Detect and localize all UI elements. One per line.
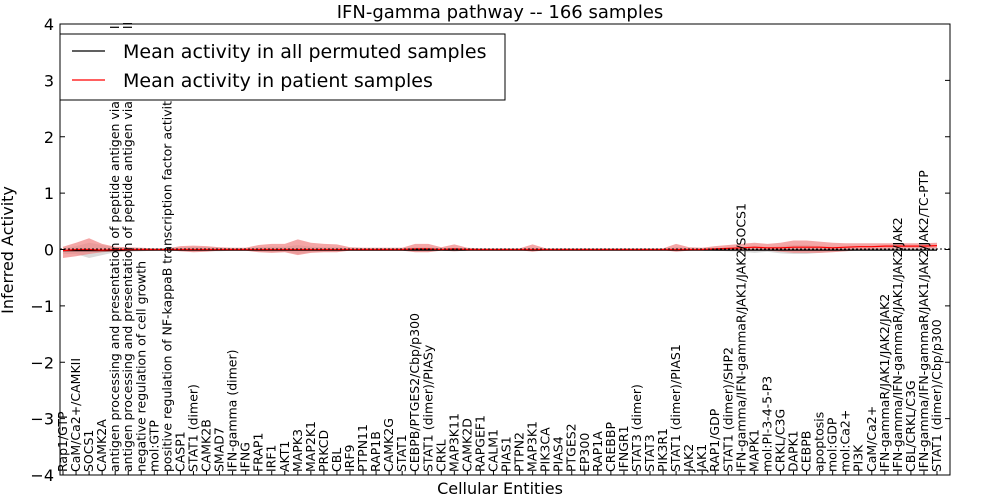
x-category-label: PTGES2 xyxy=(564,423,579,472)
y-tick-label: 3 xyxy=(44,71,54,90)
legend: Mean activity in all permuted samples Me… xyxy=(59,33,506,101)
x-category-label: PTPN2 xyxy=(512,432,527,472)
x-category-label: PIK3CA xyxy=(538,427,553,472)
x-category-label: CREBBP xyxy=(603,422,618,472)
series-line-permuted xyxy=(63,249,937,252)
x-category-label: IFN-gammaR/JAK1/JAK2/JAK2 xyxy=(877,294,892,472)
x-category-label: PTPN11 xyxy=(355,424,370,472)
x-category-label: DAPK1 xyxy=(786,430,801,472)
x-category-label: IFN-gamma/IFN-gammaR/JAK1/JAK2/JAK2/TC-P… xyxy=(916,170,931,472)
x-category-label: FRAP1 xyxy=(251,433,266,472)
x-category-label: CBL xyxy=(329,448,344,472)
x-category-label: mol:GDP xyxy=(825,417,840,472)
x-category-label: PIAS4 xyxy=(551,436,566,472)
x-category-label: RAP1/GDP xyxy=(707,408,722,472)
x-category-label: MAPK1 xyxy=(746,429,761,472)
x-category-label: PRKCD xyxy=(316,430,331,472)
x-category-label: STAT1 (dimer)/Cbp/p300 xyxy=(929,319,944,472)
x-category-label: SOCS1 xyxy=(81,430,96,472)
x-category-label: JAK1 xyxy=(694,444,709,473)
x-category-label: CaM/Ca2+ xyxy=(864,406,879,472)
x-category-label: CAMK2B xyxy=(198,419,213,472)
x-category-label: PIAS1 xyxy=(499,436,514,472)
x-category-label: IFNGR1 xyxy=(616,425,631,472)
chart-title: IFN-gamma pathway -- 166 samples xyxy=(337,2,664,23)
patient-band xyxy=(63,238,937,258)
x-category-label: IFNG xyxy=(238,442,253,472)
x-category-label: EP300 xyxy=(577,433,592,472)
x-axis-label: Cellular Entities xyxy=(437,479,563,498)
x-category-label: CRKL/C3G xyxy=(772,409,787,472)
x-category-label: STAT3 xyxy=(642,434,657,472)
x-category-label: IRF1 xyxy=(264,444,279,472)
x-category-label: IFN-gamma (dimer) xyxy=(225,350,240,473)
legend-box xyxy=(59,33,506,101)
x-category-label: STAT1 (dimer)/PIASy xyxy=(420,344,435,472)
x-category-label: CEBPB xyxy=(799,431,814,472)
x-category-label: JAK2 xyxy=(681,444,696,473)
legend-label-permuted: Mean activity in all permuted samples xyxy=(123,41,486,63)
y-tick-label: 1 xyxy=(44,184,54,203)
y-tick-label: −2 xyxy=(30,353,54,372)
x-category-label: RAP1B xyxy=(368,431,383,472)
x-category-label: negative regulation of cell growth xyxy=(133,261,148,472)
x-category-label: STAT1 xyxy=(394,434,409,472)
x-category-label: STAT1 (dimer) xyxy=(185,384,200,472)
x-category-label: STAT3 (dimer) xyxy=(629,384,644,472)
x-category-label: MAP3K1 xyxy=(525,421,540,472)
x-category-label: positive regulation of NF-kappaB transcr… xyxy=(159,93,174,472)
x-category-label: CEBPB/PTGES2/Cbp/p300 xyxy=(407,313,422,472)
confidence-bands xyxy=(63,238,937,258)
x-category-label: mol:GTP xyxy=(146,420,161,472)
x-category-label: SMAD7 xyxy=(212,427,227,472)
x-category-label: IFN-gamma/IFN-gammaR/JAK1/JAK2/SOCS1 xyxy=(733,203,748,472)
y-tick-label: 0 xyxy=(44,241,54,260)
x-category-label: MAP2K1 xyxy=(303,421,318,472)
y-tick-label: −1 xyxy=(30,297,54,316)
x-category-label: RAP1A xyxy=(590,431,605,472)
x-category-label: RAPGEF1 xyxy=(472,415,487,472)
y-axis-ticks: 4 3 2 1 0 −1 −2 −3 −4 xyxy=(30,15,950,485)
legend-label-patient: Mean activity in patient samples xyxy=(123,70,433,92)
x-category-label: CALM1 xyxy=(485,429,500,472)
y-axis-label: Inferred Activity xyxy=(0,186,17,314)
x-category-label: antigen processing and presentation of p… xyxy=(107,25,122,472)
x-category-label: CAMK2D xyxy=(459,418,474,472)
x-category-label: CAMK2G xyxy=(381,418,396,472)
x-category-label: MAP3K11 xyxy=(446,413,461,472)
y-tick-label: 4 xyxy=(44,15,54,34)
x-category-label: MAPK3 xyxy=(290,429,305,472)
x-category-label: AKT1 xyxy=(277,441,292,472)
x-axis-categories: Rap1/GTPCaM/Ca2+/CAMKIISOCS1CAMK2Aantige… xyxy=(55,22,944,475)
x-category-label: CBL/CRKL/C3G xyxy=(903,380,918,472)
x-category-label: mol:PI-3-4-5-P3 xyxy=(759,376,774,472)
x-category-label: Rap1/GTP xyxy=(55,411,70,472)
x-category-label: PI3K xyxy=(851,444,866,472)
x-category-label: IFN-gamma/IFN-gammaR/JAK1/JAK2/JAK2 xyxy=(890,217,905,472)
y-tick-label: −4 xyxy=(30,466,54,485)
x-category-label: CAMK2A xyxy=(94,419,109,472)
x-category-label: mol:Ca2+ xyxy=(838,410,853,472)
x-category-label: CRKL xyxy=(433,439,448,472)
y-tick-label: 2 xyxy=(44,128,54,147)
x-category-label: PIK3R1 xyxy=(655,428,670,472)
y-tick-label: −3 xyxy=(30,410,54,429)
x-category-label: CaM/Ca2+/CAMKII xyxy=(68,358,83,472)
x-category-label: IRF9 xyxy=(342,444,357,472)
x-category-label: CASP1 xyxy=(172,431,187,472)
x-category-label: antigen processing and presentation of p… xyxy=(120,22,135,472)
x-category-label: STAT1 (dimer)/SHP2 xyxy=(720,347,735,472)
x-category-label: STAT1 (dimer)/PIAS1 xyxy=(668,344,683,472)
x-category-label: apoptosis xyxy=(812,412,827,472)
